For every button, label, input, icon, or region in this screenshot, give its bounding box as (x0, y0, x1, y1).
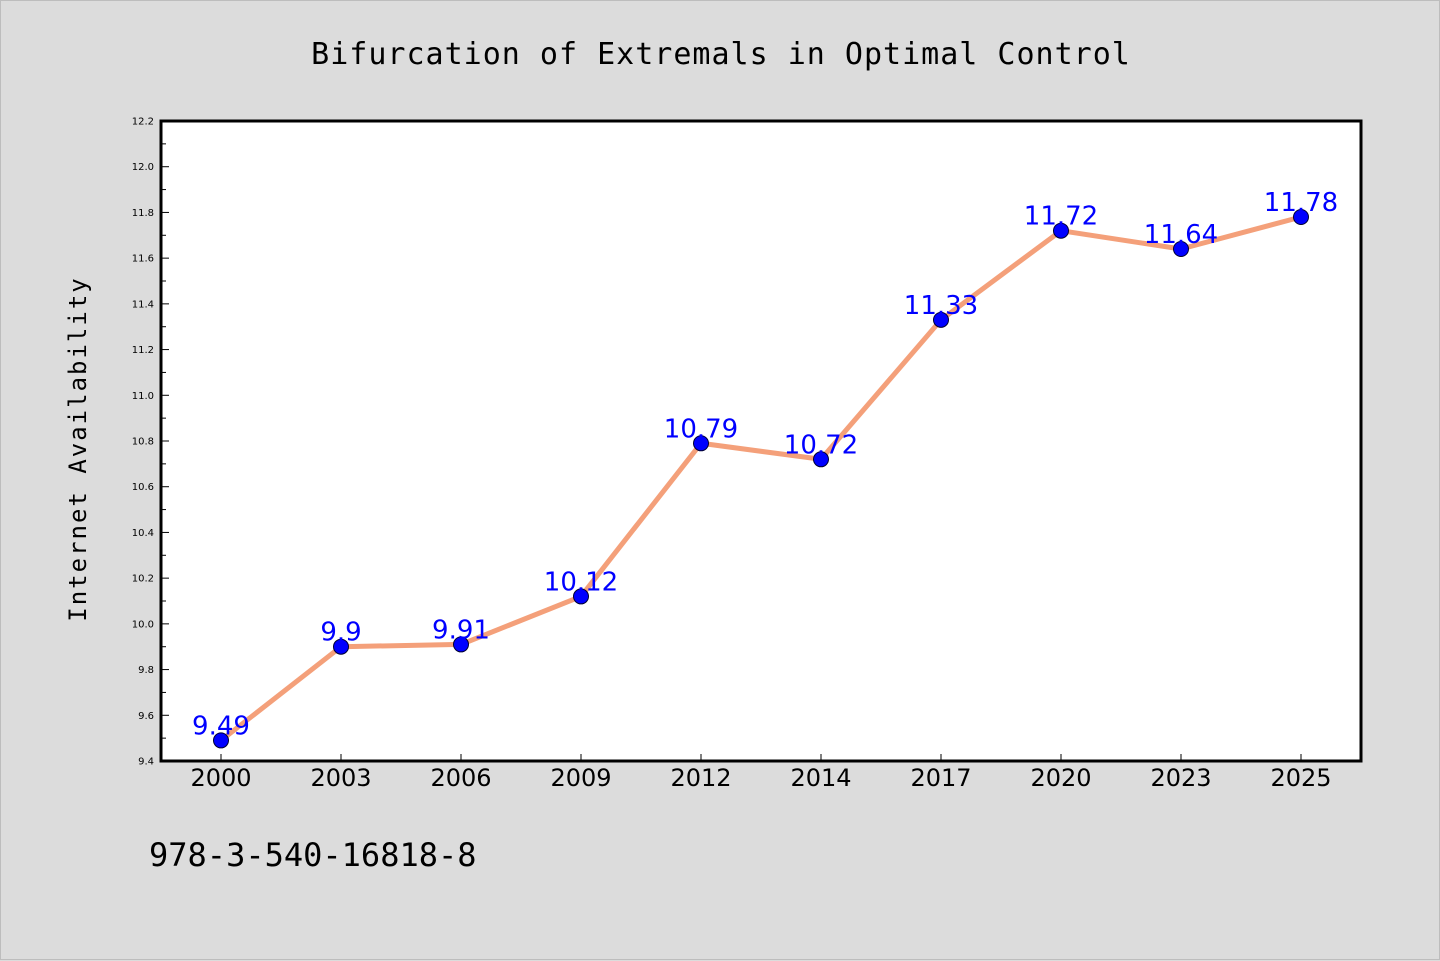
data-label: 9.49 (192, 711, 250, 741)
series-line (218, 214, 1304, 743)
plot-frame (159, 119, 1363, 763)
data-point-marker (333, 638, 349, 655)
y-tick-label: 10.8 (132, 437, 154, 448)
y-tick-label: 12.0 (132, 162, 154, 173)
y-tick-label: 11.8 (132, 208, 154, 219)
data-label: 10.72 (784, 430, 858, 460)
data-labels-group: 9.49 9.9 9.91 10.12 10.79 10.72 11.33 11.72 11.6… (192, 188, 1338, 741)
y-tick-label: 10.2 (132, 574, 154, 585)
x-tick-label: 2012 (670, 764, 731, 792)
y-tick-label: 11.4 (132, 299, 154, 310)
data-point-marker (1293, 209, 1309, 225)
data-label: 11.64 (1144, 220, 1218, 250)
y-tick-label: 11.0 (132, 391, 154, 402)
y-tick-label: 11.6 (132, 254, 154, 265)
data-point-marker (213, 732, 229, 749)
y-tick-label: 10.4 (132, 528, 154, 539)
y-tick-label: 11.2 (132, 345, 154, 356)
data-point-marker (1173, 241, 1189, 257)
x-axis-ticks: 2000 2003 2006 2009 2012 2014 2017 2020 2023 2025 (190, 754, 1332, 792)
y-tick-label: 9.6 (138, 711, 154, 722)
x-tick-label: 2025 (1270, 764, 1331, 792)
y-tick-label: 9.4 (138, 757, 154, 768)
data-point-marker (933, 311, 949, 328)
series-line-group (218, 214, 1304, 743)
data-point-marker (693, 435, 709, 452)
data-point-marker (813, 451, 829, 468)
y-tick-label: 10.6 (132, 482, 154, 493)
data-label: 10.12 (544, 567, 618, 597)
x-tick-label: 2006 (430, 764, 491, 792)
y-tick-label: 12.2 (132, 117, 154, 128)
data-point-marker (573, 588, 589, 605)
x-tick-label: 2017 (910, 764, 971, 792)
y-tick-label: 10.0 (132, 619, 154, 630)
data-point-marker (453, 636, 469, 653)
plot-area (161, 121, 1361, 761)
data-label: 11.33 (904, 291, 978, 321)
markers-group (213, 209, 1309, 749)
x-tick-label: 2003 (310, 764, 371, 792)
data-label: 9.9 (320, 618, 361, 648)
chart-title: Bifurcation of Extremals in Optimal Cont… (311, 37, 1131, 72)
x-tick-label: 2014 (790, 764, 851, 792)
y-tick-label: 9.8 (138, 665, 154, 676)
data-point-marker (1053, 222, 1069, 239)
data-label: 9.91 (432, 615, 490, 645)
x-tick-label: 2023 (1150, 764, 1211, 792)
data-label: 11.72 (1024, 202, 1098, 232)
x-tick-label: 2020 (1030, 764, 1091, 792)
y-axis-ticks: 9.4 9.6 9.8 10.0 10.2 10.4 10.6 10.8 11.0 11.2 11.… (132, 117, 169, 768)
data-label: 10.79 (664, 414, 738, 444)
footnote-isbn: 978-3-540-16818-8 (149, 836, 477, 874)
data-label: 11.78 (1264, 188, 1338, 218)
x-tick-label: 2000 (190, 764, 251, 792)
y-axis-label: Internet Availability (64, 276, 92, 621)
x-tick-label: 2009 (550, 764, 611, 792)
